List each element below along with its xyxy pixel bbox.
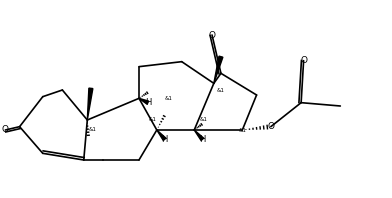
Polygon shape [157,130,166,140]
Text: &1: &1 [239,128,247,133]
Text: &1: &1 [88,127,96,132]
Text: H: H [145,98,151,107]
Polygon shape [214,56,223,83]
Text: &1: &1 [217,88,225,93]
Text: &1: &1 [165,96,173,101]
Polygon shape [194,130,204,141]
Polygon shape [87,88,93,120]
Text: O: O [267,122,274,131]
Text: &1: &1 [200,117,207,122]
Text: &1: &1 [149,117,157,122]
Text: O: O [2,126,9,134]
Polygon shape [139,98,149,104]
Text: O: O [300,56,307,65]
Text: O: O [209,30,216,39]
Text: H: H [162,135,168,144]
Text: H: H [199,135,205,144]
